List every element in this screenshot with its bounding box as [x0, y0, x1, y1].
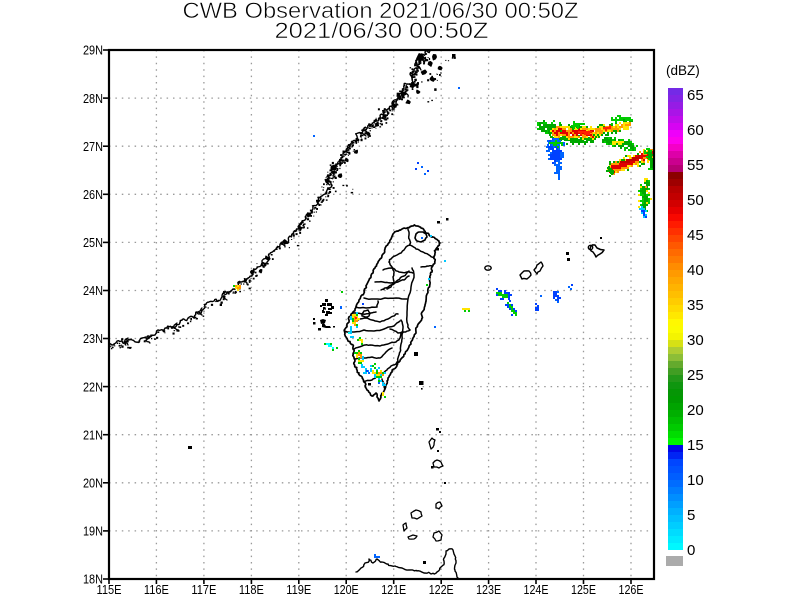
svg-text:22N: 22N	[83, 379, 103, 394]
svg-text:35: 35	[687, 297, 704, 314]
svg-text:124E: 124E	[524, 582, 549, 597]
svg-text:65: 65	[687, 87, 704, 104]
svg-text:60: 60	[687, 122, 704, 139]
svg-text:118E: 118E	[239, 582, 264, 597]
svg-text:55: 55	[687, 157, 704, 174]
svg-text:30: 30	[687, 332, 704, 349]
svg-text:10: 10	[687, 472, 704, 489]
svg-text:116E: 116E	[144, 582, 169, 597]
svg-text:123E: 123E	[476, 582, 501, 597]
svg-text:117E: 117E	[191, 582, 216, 597]
svg-text:50: 50	[687, 192, 704, 209]
svg-text:40: 40	[687, 262, 704, 279]
svg-text:0: 0	[687, 542, 695, 559]
svg-text:23N: 23N	[83, 331, 103, 346]
svg-text:20N: 20N	[83, 476, 103, 491]
svg-text:26N: 26N	[83, 187, 103, 202]
svg-text:120E: 120E	[334, 582, 359, 597]
svg-text:27N: 27N	[83, 139, 103, 154]
svg-text:29N: 29N	[83, 43, 103, 58]
svg-text:115E: 115E	[97, 582, 122, 597]
svg-text:45: 45	[687, 227, 704, 244]
svg-text:CWB Observation 2021/06/30 00:: CWB Observation 2021/06/30 00:50Z	[183, 0, 579, 23]
svg-text:126E: 126E	[619, 582, 644, 597]
svg-text:2021/06/30 00:50Z: 2021/06/30 00:50Z	[275, 18, 489, 43]
svg-text:21N: 21N	[83, 427, 103, 442]
svg-text:5: 5	[687, 507, 695, 524]
svg-text:25N: 25N	[83, 235, 103, 250]
svg-text:18N: 18N	[83, 572, 103, 587]
svg-text:119E: 119E	[286, 582, 311, 597]
svg-text:19N: 19N	[83, 524, 103, 539]
svg-text:24N: 24N	[83, 283, 103, 298]
svg-text:122E: 122E	[429, 582, 454, 597]
svg-text:15: 15	[687, 437, 704, 454]
svg-text:121E: 121E	[381, 582, 406, 597]
svg-text:28N: 28N	[83, 91, 103, 106]
svg-text:20: 20	[687, 402, 704, 419]
svg-text:25: 25	[687, 367, 704, 384]
svg-text:(dBZ): (dBZ)	[666, 63, 700, 78]
svg-text:125E: 125E	[571, 582, 596, 597]
